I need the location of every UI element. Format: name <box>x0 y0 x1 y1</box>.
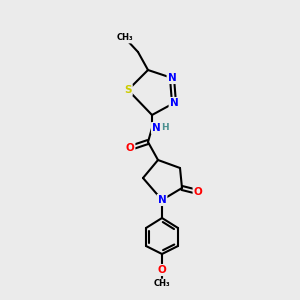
Text: NH: NH <box>152 123 169 133</box>
Text: N: N <box>168 73 176 83</box>
Text: S: S <box>124 85 132 95</box>
Text: N: N <box>158 195 166 205</box>
Text: CH₃: CH₃ <box>117 34 133 43</box>
Text: O: O <box>194 187 202 197</box>
Text: H: H <box>161 124 169 133</box>
Text: CH₃: CH₃ <box>154 280 170 289</box>
Text: O: O <box>126 143 134 153</box>
Text: N: N <box>169 98 178 108</box>
Text: O: O <box>158 265 166 275</box>
